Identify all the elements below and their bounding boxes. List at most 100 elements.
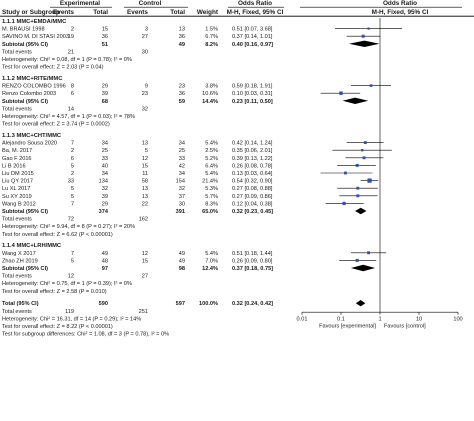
subtotal-diamond-3 bbox=[355, 207, 367, 215]
weight: 5.3% bbox=[205, 186, 218, 192]
exp-total: 34 bbox=[102, 171, 108, 177]
weight: 7.0% bbox=[205, 258, 218, 264]
overall-total-events-exp: 119 bbox=[65, 309, 74, 315]
odds-ratio-ci: 0.26 [0.09, 0.80] bbox=[232, 258, 273, 264]
subgroup-2: 1.1.2 MMC+RITE/MMC RENZO COLOMBO 1996 8 29 9… bbox=[2, 76, 273, 128]
exp-total: 15 bbox=[102, 27, 108, 33]
x-tick-label: 0.01 bbox=[297, 317, 308, 323]
study-row: M. BRAUSI 1998 2 15 3 13 1.5% 0.51 [0.07, 3.68… bbox=[2, 27, 273, 33]
ctrl-events: 15 bbox=[142, 258, 148, 264]
study-name: Wang X 2017 bbox=[2, 251, 36, 257]
study-name: Liu QY 2017 bbox=[2, 179, 33, 185]
subtotal-diamond-4 bbox=[350, 264, 376, 272]
subtotal-odds-ratio-ci: 0.23 [0.11, 0.50] bbox=[232, 99, 273, 105]
odds-ratio-ci: 0.51 [0.18, 1.44] bbox=[232, 251, 273, 257]
study-row: Renzo Colombo 2003 6 39 23 36 10.6% 0.10 [0.03… bbox=[2, 91, 273, 97]
weight: 2.5% bbox=[205, 148, 218, 154]
subgroup-differences-text: Test for subgroup differences: Chi² = 1.… bbox=[2, 332, 169, 338]
control-group-header: Control bbox=[139, 0, 162, 7]
exp-events: 19 bbox=[68, 34, 74, 40]
ctrl-events: 3 bbox=[145, 27, 148, 33]
study-row: Li B 2016 5 40 15 42 6.4% 0.26 [0.08, 0.78] bbox=[2, 163, 273, 169]
study-column-header: Study or Subgroup bbox=[2, 9, 60, 16]
study-4-2-point bbox=[355, 258, 359, 262]
study-row: Lu XL 2017 5 32 13 32 5.3% 0.27 [0.08, 0.88] bbox=[2, 186, 273, 192]
exp-total: 48 bbox=[102, 258, 108, 264]
heterogeneity-text: Heterogeneity: Chi² = 4.57, df = 1 (P = … bbox=[2, 114, 135, 120]
study-name: Alejandro Sousa 2020 bbox=[2, 141, 57, 147]
overall-effect-text: Test for overall effect: Z = 8.22 (P < 0… bbox=[2, 324, 113, 330]
study-row: Wang X 2017 7 49 12 49 5.4% 0.51 [0.18, 1.44] bbox=[2, 251, 273, 257]
overall-effect-text: Test for overall effect: Z = 2.03 (P = 0… bbox=[2, 65, 104, 71]
overall-effect-text: Test for overall effect: Z = 6.62 (P < 0… bbox=[2, 232, 113, 238]
x-tick-label: 100 bbox=[453, 317, 462, 323]
total-events-exp: 72 bbox=[68, 217, 74, 223]
subgroup-title: 1.1.1 MMC+EMDA/MMC bbox=[2, 19, 67, 25]
exp-total: 34 bbox=[102, 141, 108, 147]
study-name: M. BRAUSI 1998 bbox=[2, 27, 45, 33]
odds-ratio-ci: 0.10 [0.03, 0.31] bbox=[232, 91, 273, 97]
ctrl-total: 34 bbox=[179, 171, 185, 177]
or-column-title: Odds Ratio bbox=[238, 0, 272, 7]
exp-events: 6 bbox=[71, 91, 74, 97]
study-name: Renzo Colombo 2003 bbox=[2, 91, 56, 97]
ctrl-events: 58 bbox=[142, 179, 148, 185]
study-3-9-point bbox=[342, 201, 346, 205]
ctrl-total: 13 bbox=[179, 27, 185, 33]
subtotal-exp-total: 97 bbox=[102, 266, 108, 272]
weight: 5.4% bbox=[205, 251, 218, 257]
total-events-label: Total events bbox=[2, 106, 32, 112]
ctrl-events: 9 bbox=[145, 84, 148, 90]
odds-ratio-ci: 0.42 [0.14, 1.24] bbox=[232, 141, 273, 147]
ctrl-events: 13 bbox=[142, 186, 148, 192]
study-2-2-point bbox=[339, 91, 343, 95]
study-row: Su XY 2019 5 39 13 37 5.7% 0.27 [0.09, 0.86] bbox=[2, 194, 273, 200]
exp-events: 5 bbox=[71, 186, 74, 192]
heterogeneity-text: Heterogeneity: Chi² = 0.75, df = 1 (P = … bbox=[2, 281, 132, 287]
total-events-ctrl: 27 bbox=[142, 274, 148, 280]
total-events-row: Total events 14 32 bbox=[2, 106, 148, 112]
exp-total: 40 bbox=[102, 163, 108, 169]
study-3-1-point bbox=[363, 141, 367, 145]
odds-ratio-ci: 0.27 [0.08, 0.88] bbox=[232, 186, 273, 192]
study-3-5-point bbox=[344, 171, 347, 175]
exp-events: 5 bbox=[71, 194, 74, 200]
weight: 5.4% bbox=[205, 141, 218, 147]
ctrl-total: 36 bbox=[179, 91, 185, 97]
overall-heterogeneity-text: Heterogeneity: Chi² = 16.31, df = 14 (P … bbox=[2, 316, 141, 322]
table-header: Experimental Control Odds Ratio Odds Rat… bbox=[2, 0, 429, 16]
ctrl-events: 13 bbox=[142, 194, 148, 200]
heterogeneity-text: Heterogeneity: Chi² = 9.94, df = 8 (P = … bbox=[2, 224, 135, 230]
subtotal-odds-ratio-ci: 0.32 [0.23, 0.45] bbox=[232, 209, 273, 215]
overall-diamond bbox=[355, 300, 366, 307]
ctrl-events: 22 bbox=[142, 201, 148, 207]
study-name: Ba, M. 2017 bbox=[2, 148, 32, 154]
overall-exp-total: 590 bbox=[99, 301, 108, 307]
subtotal-row: Subtotal (95% CI) 68 59 14.4% 0.23 [0.11, 0.… bbox=[2, 99, 273, 105]
study-row: Ba, M. 2017 2 25 5 25 2.5% 0.35 [0.06, 2.01] bbox=[2, 148, 273, 154]
study-row: RENZO COLOMBO 1996 8 29 9 23 3.8% 0.59 [0.18, … bbox=[2, 84, 273, 90]
subtotal-label: Subtotal (95% CI) bbox=[2, 99, 48, 105]
weight: 5.7% bbox=[205, 194, 218, 200]
ctrl-total: 34 bbox=[179, 141, 185, 147]
exp-events: 7 bbox=[71, 141, 74, 147]
overall-effect-text: Test for overall effect: Z = 2.58 (P = 0… bbox=[2, 289, 107, 295]
exp-events: 7 bbox=[71, 251, 74, 257]
odds-ratio-ci: 0.39 [0.13, 1.22] bbox=[232, 156, 273, 162]
exp-total: 33 bbox=[102, 156, 108, 162]
weight: 5.2% bbox=[205, 156, 218, 162]
weight-header: Weight bbox=[197, 9, 219, 16]
x-tick-label: 10 bbox=[416, 317, 422, 323]
subtotal-diamond-1 bbox=[348, 40, 380, 47]
exp-events: 5 bbox=[71, 163, 74, 169]
study-3-4-point bbox=[355, 163, 359, 167]
ctrl-events: 12 bbox=[142, 156, 148, 162]
study-3-6-point bbox=[367, 178, 372, 183]
exp-events: 8 bbox=[71, 84, 74, 90]
subtotal-row: Subtotal (95% CI) 374 391 65.0% 0.32 [0.23, … bbox=[2, 209, 273, 215]
subgroup-3: 1.1.3 MMC+CHT/MMC Alejandro Sousa 2020 7 34… bbox=[2, 133, 273, 238]
exp-events-header: Events bbox=[53, 9, 74, 16]
study-1-2-point bbox=[361, 34, 365, 38]
weight: 6.4% bbox=[205, 163, 218, 169]
subtotal-weight: 14.4% bbox=[202, 99, 218, 105]
